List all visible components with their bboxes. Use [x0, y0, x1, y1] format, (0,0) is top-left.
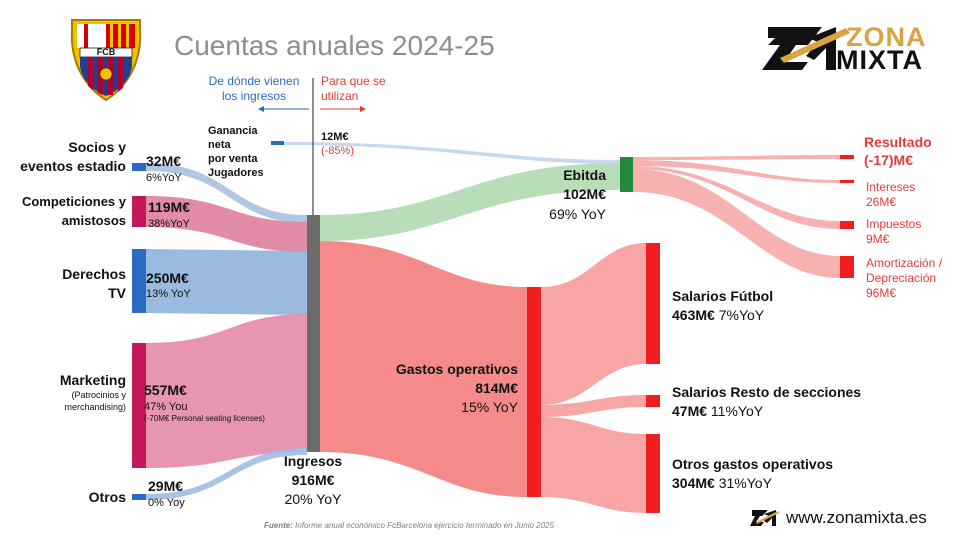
- source-value-otros: 29M€: [148, 478, 184, 494]
- node-tv: [132, 249, 146, 313]
- flow-players-sale: [283, 142, 620, 164]
- salarios-resto-value: 47M€: [672, 403, 708, 419]
- node-ebitda: [620, 157, 633, 192]
- source-change-tv: 13% YoY: [146, 288, 191, 300]
- impuestos-label: Impuestos: [866, 217, 922, 231]
- node-opex: [527, 287, 541, 497]
- opex-label: Gastos operativos: [395, 361, 518, 377]
- income-value: 916M€: [291, 472, 335, 488]
- source-value-competiciones: 119M€: [148, 199, 191, 215]
- source-change-socios: 6%YoY: [146, 172, 182, 184]
- intereses-label: Intereses: [866, 180, 916, 194]
- opex-change: 15% YoY: [461, 399, 518, 415]
- node-salarios-futbol: [646, 243, 660, 364]
- zm-logo-icon: [762, 27, 850, 70]
- usage-arrow-icon: [360, 106, 366, 112]
- source-value-marketing: 557M€: [144, 382, 187, 398]
- amortizacion-value: 96M€: [866, 286, 897, 300]
- otros-gastos-value: 304M€: [672, 475, 715, 491]
- otros-gastos-row: 304M€ 31%YoY: [672, 474, 772, 493]
- salarios-futbol-label: Salarios Fútbol: [672, 288, 774, 304]
- flow-intereses: [633, 160, 840, 183]
- fcb-crest-icon: [70, 19, 142, 102]
- flow-otros: [146, 448, 307, 500]
- income-label: Ingresos: [283, 453, 343, 469]
- website-link[interactable]: www.zonamixta.es: [786, 508, 927, 527]
- flow-impuestos: [633, 166, 840, 229]
- brand-line2: MIXTA: [836, 45, 923, 75]
- source-label-tv: Derechos TV: [62, 266, 126, 301]
- brand-line1: ZONA: [846, 22, 927, 52]
- opex-value: 814M€: [475, 380, 518, 396]
- node-socios: [132, 163, 146, 171]
- resultado-value: (-17)M€: [864, 152, 914, 168]
- usage-direction-label: Para que se utilizan: [321, 74, 386, 103]
- source-change-competiciones: 38%YoY: [148, 218, 190, 230]
- salarios-futbol-row: 463M€ 7%YoY: [672, 306, 764, 325]
- income-arrow-icon: [258, 106, 264, 112]
- source-note-marketing: (-70M€ Personal seating licenses): [144, 414, 265, 423]
- node-players-sale: [271, 141, 284, 145]
- income-change: 20% YoY: [284, 491, 342, 507]
- page-title: Cuentas anuales 2024-25: [174, 30, 495, 61]
- salarios-resto-row: 47M€ 11%YoY: [672, 402, 763, 421]
- node-marketing: [132, 343, 146, 468]
- ebitda-change: 69% YoY: [549, 206, 606, 222]
- flow-amortizacion: [633, 169, 840, 278]
- amortizacion-label: Amortización / Depreciación: [866, 256, 943, 285]
- players-sale-value: 12M€: [321, 131, 349, 143]
- zm-small-logo-icon: [750, 510, 779, 526]
- node-impuestos: [840, 221, 854, 229]
- source-change-otros: 0% Yoy: [148, 497, 185, 509]
- flow-tv: [146, 249, 307, 315]
- source-label-competiciones: Competiciones y amistosos: [21, 194, 126, 228]
- intereses-value: 26M€: [866, 195, 897, 209]
- node-competiciones: [132, 196, 146, 227]
- source-prefix: Fuente:: [264, 521, 293, 530]
- source-value-tv: 250M€: [146, 270, 189, 286]
- source-text: Informe anual económico FcBarcelona ejer…: [295, 521, 554, 530]
- source-change-marketing: 47% You: [144, 401, 188, 413]
- source-label-marketing: Marketing: [59, 372, 126, 388]
- fcb-crest-text: FCB: [96, 47, 116, 57]
- node-otros: [132, 494, 146, 500]
- resultado-label: Resultado: [864, 134, 932, 150]
- flow-ebitda: [320, 163, 620, 241]
- flow-salarios-resto: [541, 395, 646, 417]
- income-direction-label: De dónde vienen los ingresos: [208, 74, 300, 103]
- source-label-socios: Socios y eventos estadio: [20, 139, 126, 174]
- flow-competiciones: [146, 196, 307, 252]
- node-amortizacion: [840, 256, 854, 278]
- players-sale-label: Ganancia neta por venta Jugadores: [208, 125, 264, 179]
- node-resultado: [840, 155, 854, 159]
- source-value-socios: 32M€: [146, 153, 182, 169]
- source-label-otros: Otros: [88, 489, 126, 505]
- flow-socios: [146, 163, 307, 223]
- source-sublabel-marketing: (Patrocinios y merchandising): [64, 390, 126, 412]
- salarios-futbol-value: 463M€: [672, 307, 715, 323]
- salarios-resto-label: Salarios Resto de secciones: [672, 384, 862, 400]
- node-salarios-resto: [646, 395, 660, 407]
- node-income: [307, 215, 320, 452]
- ebitda-value: 102M€: [563, 186, 606, 202]
- otros-gastos-label: Otros gastos operativos: [672, 456, 834, 472]
- flow-resultado: [633, 155, 840, 160]
- salarios-resto-change: 11%YoY: [710, 403, 764, 419]
- otros-gastos-change: 31%YoY: [718, 475, 772, 491]
- flow-opex: [320, 241, 527, 497]
- players-sale-change: (-85%): [321, 145, 355, 157]
- node-otros-gastos: [646, 434, 660, 513]
- flow-marketing: [146, 314, 307, 468]
- ebitda-label: Ebitda: [563, 167, 606, 183]
- salarios-futbol-change: 7%YoY: [718, 307, 765, 323]
- source-footnote: Fuente: Informe anual económico FcBarcel…: [264, 521, 554, 530]
- flow-salarios-futbol: [541, 243, 646, 405]
- node-intereses: [840, 180, 854, 183]
- impuestos-value: 9M€: [866, 232, 890, 246]
- flow-otros-gastos: [541, 417, 646, 513]
